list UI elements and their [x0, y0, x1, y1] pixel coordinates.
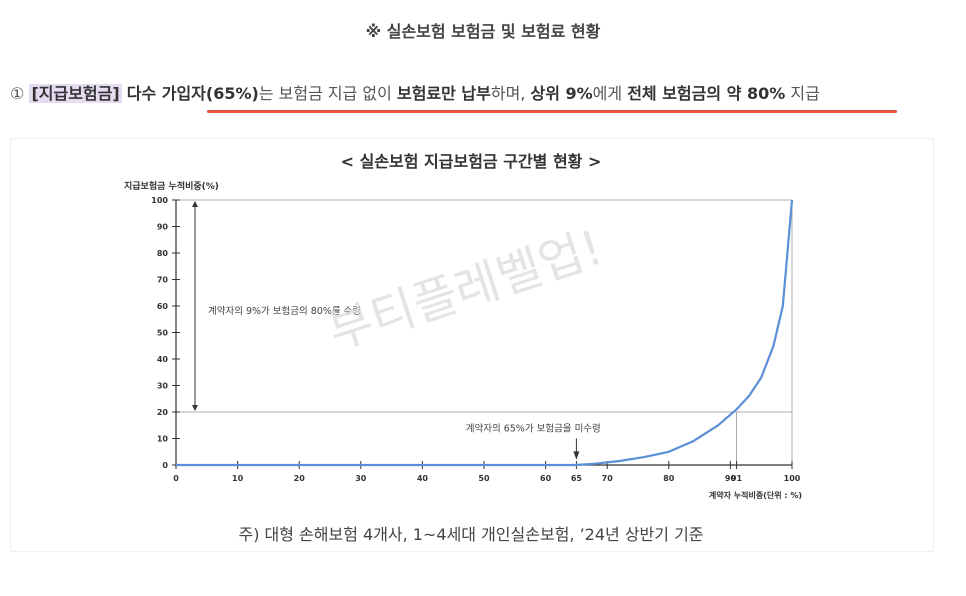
- x-tick-label: 65: [571, 474, 583, 483]
- x-tick-label: 20: [294, 474, 306, 483]
- x-tick-label: 70: [602, 474, 614, 483]
- summary-80pct: 전체 보험금의 약 80%: [627, 84, 786, 103]
- annotation-top9: 계약자의 9%가 보험금의 80%를 수령: [208, 305, 361, 317]
- summary-top9: 상위 9%: [530, 84, 593, 103]
- y-tick-label: 70: [157, 276, 169, 285]
- y-tick-label: 20: [157, 408, 169, 417]
- chart-footnote: 주) 대형 손해보험 4개사, 1~4세대 개인실손보험, ’24년 상반기 기…: [238, 525, 704, 544]
- y-tick-label: 90: [157, 223, 169, 232]
- x-tick-label: 10: [232, 474, 244, 483]
- x-axis-label: 계약자 누적비중(단위 : %): [709, 490, 802, 500]
- chart-container: [10, 138, 934, 552]
- x-tick-label: 80: [663, 474, 675, 483]
- x-tick-label: 90: [725, 474, 737, 483]
- summary-tag: [지급보험금]: [29, 84, 122, 103]
- summary-premium-only: 보험료만 납부: [396, 84, 491, 103]
- x-tick-label: 40: [417, 474, 429, 483]
- summary-underline: [207, 110, 897, 113]
- summary-text-1: 는 보험금 지급 없이: [258, 84, 397, 103]
- x-tick-label: 30: [355, 474, 367, 483]
- cumulative-share-chart: 지급보험금 누적비중(%) 0 10 20 30 40 50 60 70 80 90 100 0 10 20…: [124, 180, 802, 500]
- summary-text-2: 하며,: [490, 84, 531, 103]
- y-tick-label: 0: [162, 461, 168, 470]
- x-tick-label: 91: [731, 474, 743, 483]
- y-tick-label: 60: [157, 302, 169, 311]
- chart-title: < 실손보험 지급보험금 구간별 현황 >: [340, 152, 602, 171]
- annotation-bottom65: 계약자의 65%가 보험금을 미수령: [466, 423, 601, 435]
- y-tick-label: 40: [157, 355, 169, 364]
- top9-arrow-head-down: [192, 405, 198, 411]
- summary-line: ① [지급보험금] 다수 가입자(65%)는 보험금 지급 없이 보험료만 납부…: [10, 80, 956, 104]
- top9-arrow-head-up: [192, 201, 198, 207]
- x-tick-label: 50: [478, 474, 490, 483]
- x-tick-label: 100: [784, 474, 801, 483]
- y-tick-label: 100: [151, 196, 168, 205]
- page-heading: ※ 실손보험 보험금 및 보험료 현황: [365, 22, 601, 41]
- bottom65-arrow-head: [573, 451, 580, 460]
- x-tick-label: 0: [173, 474, 179, 483]
- summary-number: ①: [10, 84, 25, 103]
- y-axis-label: 지급보험금 누적비중(%): [124, 180, 219, 192]
- summary-majority: 다수 가입자(65%): [126, 84, 259, 103]
- y-tick-label: 50: [157, 329, 169, 338]
- summary-text-4: 지급: [785, 84, 820, 103]
- y-tick-label: 30: [157, 382, 169, 391]
- x-tick-label: 60: [540, 474, 552, 483]
- y-tick-label: 80: [157, 249, 169, 258]
- cumulative-curve: [176, 199, 794, 467]
- summary-text-3: 에게: [592, 84, 628, 103]
- y-tick-label: 10: [157, 435, 169, 444]
